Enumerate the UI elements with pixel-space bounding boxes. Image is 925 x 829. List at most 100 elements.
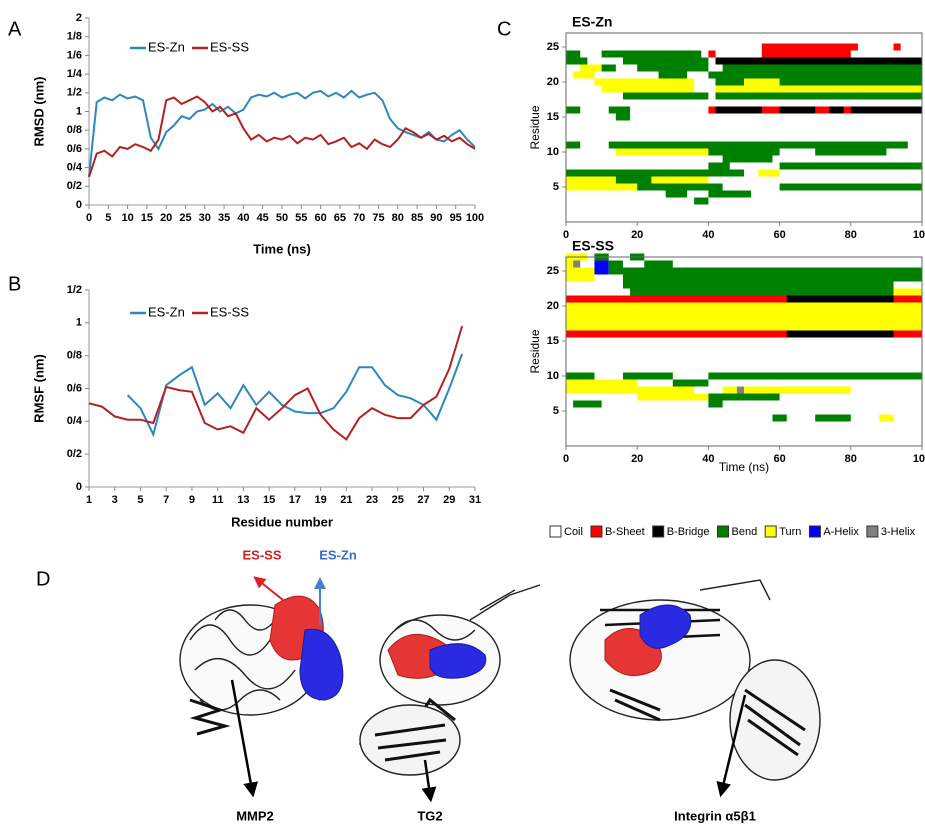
- legend-label: B-Sheet: [605, 526, 645, 538]
- arrow: [421, 759, 437, 803]
- dssp-cell: [608, 260, 623, 268]
- x-tick-label: 60: [773, 229, 785, 241]
- x-tick-label: 80: [392, 212, 404, 224]
- x-tick-label: 40: [702, 229, 714, 241]
- y-tick-label: 10: [547, 370, 559, 382]
- dssp-cell: [566, 169, 744, 177]
- y-axis-label: Residue: [528, 329, 542, 373]
- dssp-cell: [722, 386, 851, 394]
- y-tick-label: 0/8: [67, 350, 82, 362]
- arrow: [253, 576, 284, 601]
- dssp-cell: [644, 260, 673, 268]
- x-tick-label: 20: [631, 453, 643, 465]
- x-tick-label: 75: [372, 212, 384, 224]
- protein-label: TG2: [417, 808, 442, 823]
- dssp-cell: [573, 260, 581, 268]
- dssp-cell: [601, 50, 702, 58]
- dssp-cell: [594, 267, 609, 275]
- dssp-cell: [708, 71, 922, 79]
- dssp-cell: [566, 267, 595, 275]
- integrin-structure: [569, 579, 821, 781]
- dssp-cell: [893, 288, 922, 296]
- dssp-cell: [566, 57, 588, 65]
- x-tick-label: 40: [237, 212, 249, 224]
- dssp-cell: [708, 190, 752, 198]
- x-tick-label: 13: [237, 494, 249, 506]
- dssp-cell: [637, 393, 709, 401]
- panel-label: A: [8, 18, 22, 40]
- x-tick-label: 19: [314, 494, 326, 506]
- plot-frame: [565, 32, 923, 223]
- y-tick-label: 5: [553, 405, 559, 417]
- y-tick-label: 10: [547, 146, 559, 158]
- legend-label: ES-SS: [210, 39, 249, 54]
- y-tick-label: 1/6: [67, 49, 82, 61]
- dssp-cell: [566, 316, 922, 324]
- y-axis-label: RMSF (nm): [31, 354, 46, 423]
- y-tick-label: 25: [547, 41, 559, 53]
- y-tick-label: 0/6: [67, 143, 82, 155]
- y-tick-label: 0/2: [67, 180, 82, 192]
- x-tick-label: 20: [160, 212, 172, 224]
- dssp-cell: [608, 106, 631, 114]
- x-tick-label: 0: [86, 212, 92, 224]
- legend-label: Bend: [732, 526, 758, 538]
- panel-label: B: [8, 273, 21, 295]
- x-tick-label: 27: [417, 494, 429, 506]
- dssp-cell: [651, 176, 709, 184]
- protein-label: MMP2: [236, 808, 274, 823]
- x-tick-label: 40: [702, 453, 714, 465]
- es-zn-surface: [429, 643, 487, 679]
- y-tick-label: 0/4: [67, 162, 83, 174]
- dssp-cell: [779, 183, 922, 191]
- x-tick-label: 0: [563, 453, 569, 465]
- x-tick-label: 29: [443, 494, 455, 506]
- legend-label: B-Bridge: [667, 526, 710, 538]
- surface-label: ES-Zn: [319, 547, 357, 562]
- dssp-cell: [722, 155, 773, 163]
- x-tick-label: 100: [466, 212, 484, 224]
- y-tick-label: 1/8: [67, 31, 82, 43]
- dssp-cell: [736, 386, 744, 394]
- x-tick-label: 10: [121, 212, 133, 224]
- dssp-cell: [566, 274, 595, 282]
- y-axis-label: RMSD (nm): [31, 76, 46, 146]
- x-tick-label: 85: [411, 212, 423, 224]
- x-tick-label: 5: [105, 212, 111, 224]
- tg2-structure: [358, 584, 541, 776]
- dssp-cell: [879, 414, 894, 422]
- y-tick-label: 1: [76, 317, 82, 329]
- x-axis-label: Time (ns): [253, 241, 311, 256]
- x-tick-label: 45: [257, 212, 269, 224]
- dssp-cell: [573, 71, 595, 79]
- dssp-cell: [772, 414, 787, 422]
- x-tick-label: 20: [631, 229, 643, 241]
- dssp-cell: [708, 148, 780, 156]
- x-tick-label: 70: [353, 212, 365, 224]
- dssp-cell: [622, 372, 673, 380]
- series-line: [88, 325, 464, 441]
- x-axis-label: Residue number: [231, 514, 333, 529]
- dssp-cell: [566, 295, 922, 303]
- y-tick-label: 0/6: [67, 382, 82, 394]
- dssp-cell: [637, 64, 709, 72]
- x-tick-label: 1: [86, 494, 92, 506]
- legend-swatch: [808, 525, 821, 538]
- y-tick-label: 2: [76, 12, 82, 24]
- x-tick-label: 55: [295, 212, 307, 224]
- x-tick-label: 15: [141, 212, 153, 224]
- protein-renderings: ES-SS ES-Zn MMP2 TG2 Integrin α5β1: [179, 547, 821, 823]
- x-tick-label: 80: [845, 229, 857, 241]
- dssp-cell: [715, 78, 922, 86]
- legend-swatch: [717, 525, 729, 538]
- y-tick-label: 1: [76, 105, 82, 117]
- x-tick-label: 65: [334, 212, 346, 224]
- dssp-cell: [566, 176, 616, 184]
- dssp-cell: [566, 379, 638, 387]
- legend-label: ES-Zn: [148, 39, 185, 54]
- x-tick-label: 90: [430, 212, 442, 224]
- y-tick-label: 25: [547, 265, 559, 277]
- dssp-cell: [566, 309, 922, 317]
- y-tick-label: 0/4: [67, 415, 83, 427]
- dssp-cell: [761, 50, 851, 58]
